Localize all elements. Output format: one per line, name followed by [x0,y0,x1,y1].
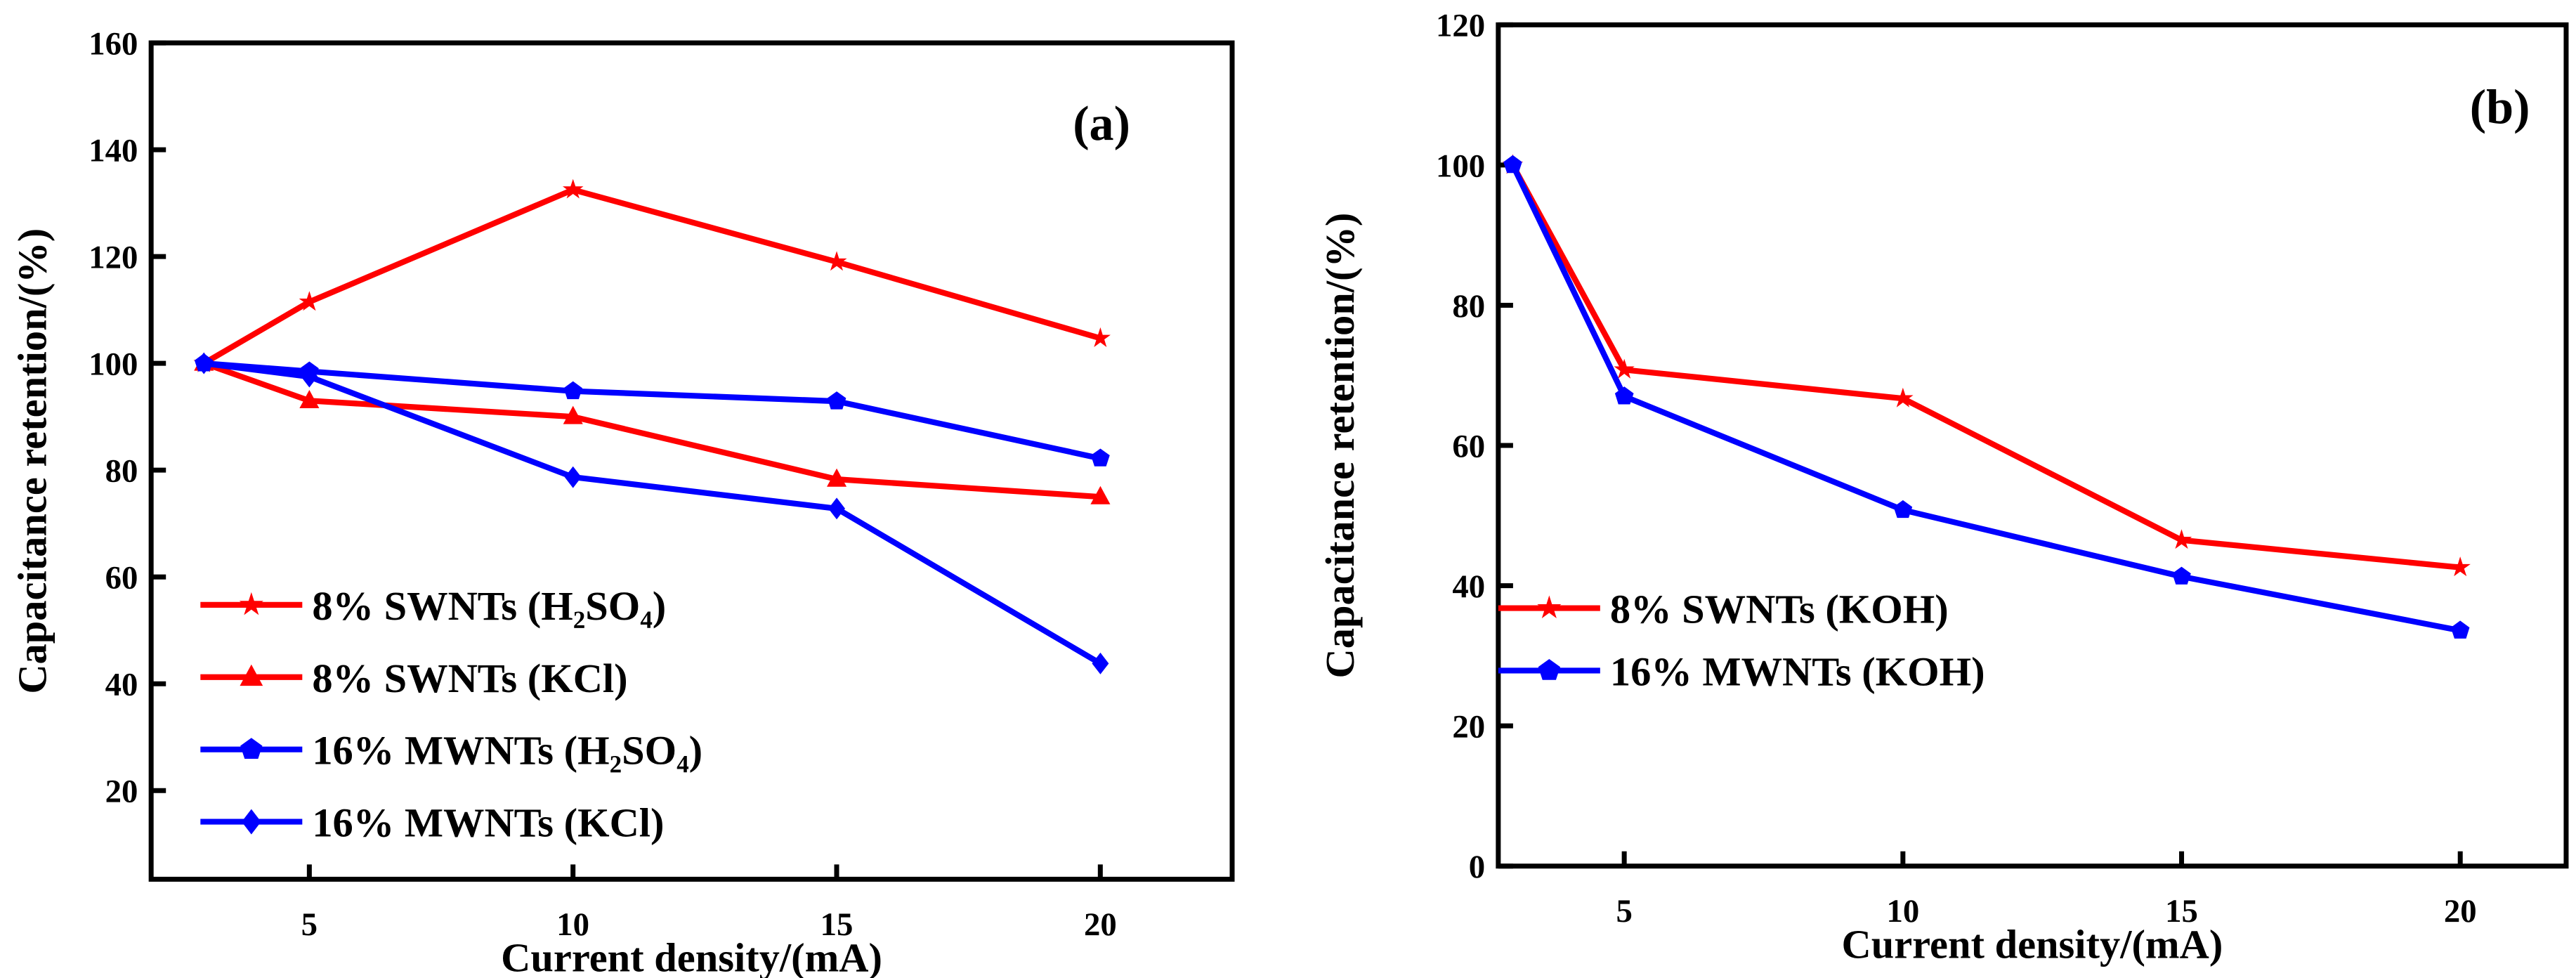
y-axis-label: Capacitance retention/(%) [1317,213,1363,679]
x-tick-label: 20 [2444,893,2477,930]
x-tick-label: 10 [556,906,589,943]
panel-label: (b) [2470,80,2530,135]
x-tick-label: 15 [2165,893,2198,930]
pentagon-marker [1614,386,1634,405]
chart-panel-a: 20 40 60 80 100 120 140 160 5 10 15 20 Current densi… [9,25,1235,978]
y-tick-label: 160 [89,25,138,62]
series-line-2 [203,360,1101,462]
legend-triangle-icon [240,664,263,686]
diamond-marker [195,352,213,374]
pentagon-marker [563,381,583,400]
chart-panel-b: 0 20 40 60 80 100 120 5 10 15 20 Current density/(m… [1317,8,2569,967]
diamond-marker [828,497,846,520]
star-marker [1892,387,1914,408]
y-tick-label: 120 [1436,8,1485,44]
legend-label: 8% SWNTs (KCl) [312,656,627,701]
x-axis-label: Current density/(mA) [501,934,882,978]
pentagon-marker [1503,155,1522,174]
panel-label: (a) [1073,96,1130,151]
star-marker [299,291,320,311]
y-tick-label: 60 [105,560,138,596]
pentagon-marker [2172,566,2191,585]
legend-label: 16% MWNTs (H₂SO₄) [312,728,702,774]
y-tick-label: 120 [89,239,138,275]
series-line-0 [1510,163,2461,570]
y-tick-label: 20 [1452,709,1485,745]
y-tick-label: 60 [1452,428,1485,464]
y-tick-label: 140 [89,132,138,169]
diamond-marker [1092,652,1109,674]
legend-label: 16% MWNTs (KOH) [1610,648,1985,694]
y-tick-label: 20 [105,774,138,810]
series-line-0 [202,186,1101,366]
x-tick-label: 15 [820,906,854,943]
pentagon-marker [827,391,846,410]
x-tick-label: 5 [301,906,318,943]
legend-label: 8% SWNTs (H₂SO₄) [312,583,666,629]
star-marker [826,251,847,271]
y-tick-label: 100 [89,346,138,383]
triangle-marker [563,405,583,424]
x-tick-label: 5 [1616,893,1632,930]
x-tick-label: 10 [1886,893,1919,930]
legend-pentagon-icon [240,738,263,759]
star-marker [2450,556,2471,577]
y-tick-label: 100 [1436,148,1485,184]
y-tick-label: 80 [1452,288,1485,325]
triangle-marker [299,389,320,408]
legend-pentagon-icon [1538,659,1561,680]
star-marker [562,178,584,199]
legend-star-icon [239,592,263,615]
x-tick-label: 20 [1084,906,1117,943]
plot-frame [1496,22,2569,869]
legend-diamond-icon [242,809,261,835]
legend-star-icon [1537,595,1562,619]
x-axis-label: Current density/(mA) [1842,922,2223,967]
legend-label: 8% SWNTs (KOH) [1610,587,1949,632]
y-axis-label: Capacitance retention/(%) [9,228,55,694]
series-line-1 [1510,164,2461,634]
y-tick-label: 40 [1452,568,1485,605]
diamond-marker [564,466,582,488]
pentagon-marker [1090,448,1110,467]
pentagon-marker [2450,620,2470,639]
star-marker [1090,327,1111,347]
y-tick-label: 80 [105,453,138,490]
pentagon-marker [1893,500,1913,519]
triangle-marker [1090,485,1111,504]
star-marker [2171,529,2192,549]
star-marker [1614,358,1635,379]
y-tick-label: 40 [105,667,138,703]
triangle-marker [827,468,847,487]
legend-label: 16% MWNTs (KCl) [312,800,664,846]
y-tick-label: 0 [1469,849,1485,885]
plot-frame [148,40,1235,882]
